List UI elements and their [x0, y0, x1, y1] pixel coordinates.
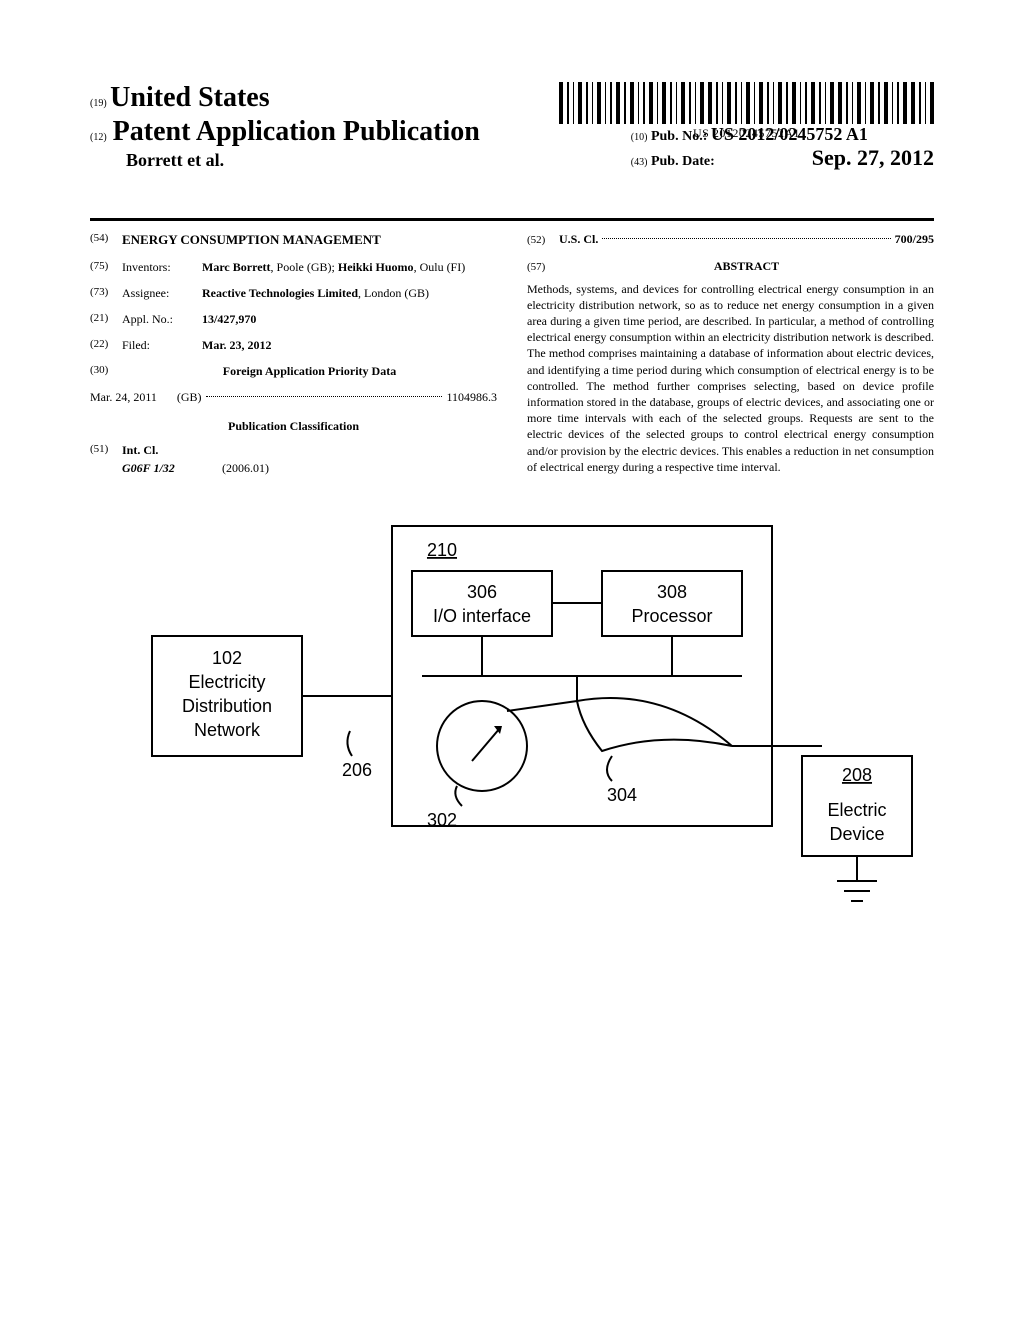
dotted-leader — [206, 396, 443, 397]
appl-value: 13/427,970 — [202, 311, 497, 327]
filed-value: Mar. 23, 2012 — [202, 337, 497, 353]
abstract-num: (57) — [527, 260, 559, 275]
priority-country: (GB) — [177, 389, 202, 405]
appl-label: Appl. No.: — [122, 311, 202, 327]
diagram-device-line2: Device — [829, 824, 884, 844]
diagram: 210 306 I/O interface 308 Processor 302 … — [90, 516, 934, 936]
abstract-label: ABSTRACT — [559, 258, 934, 274]
priority-label: Foreign Application Priority Data — [122, 363, 497, 379]
barcode: US 20120245752A1 — [559, 82, 934, 141]
inventors-num: (75) — [90, 259, 122, 275]
diagram-edn-line1: Electricity — [188, 672, 265, 692]
diagram-conn-pointer — [347, 731, 352, 756]
country-name: United States — [110, 82, 269, 113]
diagram-outer-label: 210 — [427, 540, 457, 560]
assignee-value: Reactive Technologies Limited, London (G… — [202, 285, 497, 301]
assignee-num: (73) — [90, 285, 122, 301]
document-header: US 20120245752A1 (19) United States (12)… — [90, 82, 934, 212]
patent-title: ENERGY CONSUMPTION MANAGEMENT — [122, 231, 381, 249]
uscl-value: 700/295 — [895, 231, 934, 247]
author-line: Borrett et al. — [126, 150, 480, 171]
diagram-device-line1: Electric — [827, 800, 886, 820]
diagram-proc-text: Processor — [631, 606, 712, 626]
country-prefix: (19) — [90, 98, 107, 109]
header-divider — [90, 218, 934, 221]
title-num: (54) — [90, 231, 122, 249]
appl-num: (21) — [90, 311, 122, 327]
assignee-label: Assignee: — [122, 285, 202, 301]
diagram-conn-label: 206 — [342, 760, 372, 780]
pub-date-prefix: (43) — [631, 157, 648, 168]
uscl-label: U.S. Cl. — [559, 231, 598, 247]
inventors-label: Inventors: — [122, 259, 202, 275]
diagram-edn-line3: Network — [194, 720, 261, 740]
intcl-label: Int. Cl. — [122, 442, 158, 458]
right-column: (52) U.S. Cl. 700/295 (57) ABSTRACT Meth… — [527, 231, 934, 486]
intcl-code: G06F 1/32 — [122, 460, 222, 476]
intcl-num: (51) — [90, 442, 122, 458]
diagram-svg: 210 306 I/O interface 308 Processor 302 … — [102, 516, 922, 936]
filed-label: Filed: — [122, 337, 202, 353]
priority-date: Mar. 24, 2011 — [90, 389, 157, 405]
intcl-year: (2006.01) — [222, 460, 269, 476]
diagram-gauge-circle — [437, 701, 527, 791]
barcode-graphic — [559, 82, 934, 124]
diagram-curve-label: 304 — [607, 785, 637, 805]
pub-title: Patent Application Publication — [113, 116, 480, 148]
barcode-number: US 20120245752A1 — [559, 126, 934, 141]
diagram-gauge-label: 302 — [427, 810, 457, 830]
diagram-proc-num: 308 — [657, 582, 687, 602]
priority-num: (30) — [90, 363, 122, 379]
pub-date: Sep. 27, 2012 — [812, 145, 934, 170]
pub-date-label: Pub. Date: — [651, 154, 715, 169]
diagram-device-num: 208 — [842, 765, 872, 785]
diagram-io-num: 306 — [467, 582, 497, 602]
diagram-edn-num: 102 — [212, 648, 242, 668]
pub-class-label: Publication Classification — [90, 418, 497, 434]
abstract-text: Methods, systems, and devices for contro… — [527, 281, 934, 475]
priority-appno: 1104986.3 — [446, 389, 497, 405]
body-columns: (54) ENERGY CONSUMPTION MANAGEMENT (75) … — [90, 231, 934, 486]
dotted-leader-2 — [602, 238, 890, 239]
left-column: (54) ENERGY CONSUMPTION MANAGEMENT (75) … — [90, 231, 497, 486]
diagram-edn-line2: Distribution — [182, 696, 272, 716]
uscl-num: (52) — [527, 233, 559, 248]
pub-prefix: (12) — [90, 132, 107, 143]
diagram-proc-box — [602, 571, 742, 636]
diagram-io-text: I/O interface — [433, 606, 531, 626]
diagram-io-box — [412, 571, 552, 636]
filed-num: (22) — [90, 337, 122, 353]
inventors-value: Marc Borrett, Poole (GB); Heikki Huomo, … — [202, 259, 497, 275]
